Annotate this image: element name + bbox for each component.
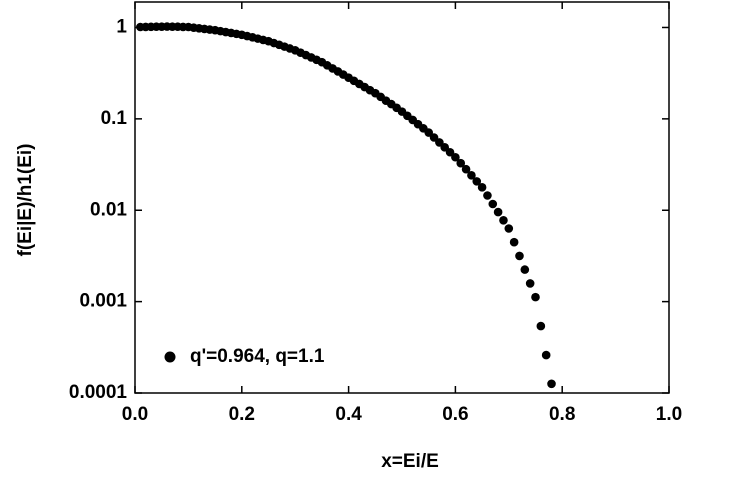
data-point	[472, 177, 482, 186]
x-tick-label: 0.8	[549, 404, 575, 425]
data-point	[467, 171, 476, 180]
data-point	[483, 191, 492, 200]
legend-marker	[164, 351, 176, 363]
x-tick-label: 1.0	[656, 404, 682, 425]
data-point	[451, 152, 460, 162]
y-axis-label: f(Ei|E)/h1(Ei)	[15, 144, 36, 257]
y-tick-label: 0.1	[101, 108, 128, 129]
x-tick-label: 0.2	[229, 404, 255, 425]
legend-label: q'=0.964, q=1.1	[190, 346, 325, 367]
data-point	[536, 321, 546, 331]
data-point	[477, 183, 487, 192]
x-tick-label: 0.0	[122, 404, 148, 425]
data-point	[520, 265, 530, 274]
data-point	[488, 199, 498, 209]
x-tick-label: 0.6	[442, 404, 468, 425]
y-tick-label: 1	[116, 16, 127, 37]
data-point	[515, 251, 524, 261]
data-point	[504, 224, 514, 233]
data-point	[456, 158, 466, 168]
data-point	[493, 207, 503, 217]
data-point	[509, 237, 519, 247]
data-point	[531, 292, 540, 302]
y-tick-label: 0.001	[79, 291, 127, 312]
y-tick-label: 0.0001	[69, 382, 128, 403]
data-point	[547, 379, 556, 389]
y-tick-label: 0.01	[90, 199, 127, 220]
data-point	[499, 216, 508, 225]
data-point	[525, 279, 535, 288]
data-point	[461, 164, 471, 174]
x-tick-label: 0.4	[335, 404, 362, 425]
plot-frame	[134, 1, 670, 394]
data-point	[541, 350, 551, 360]
x-axis-label: x=Ei/E	[381, 451, 439, 472]
